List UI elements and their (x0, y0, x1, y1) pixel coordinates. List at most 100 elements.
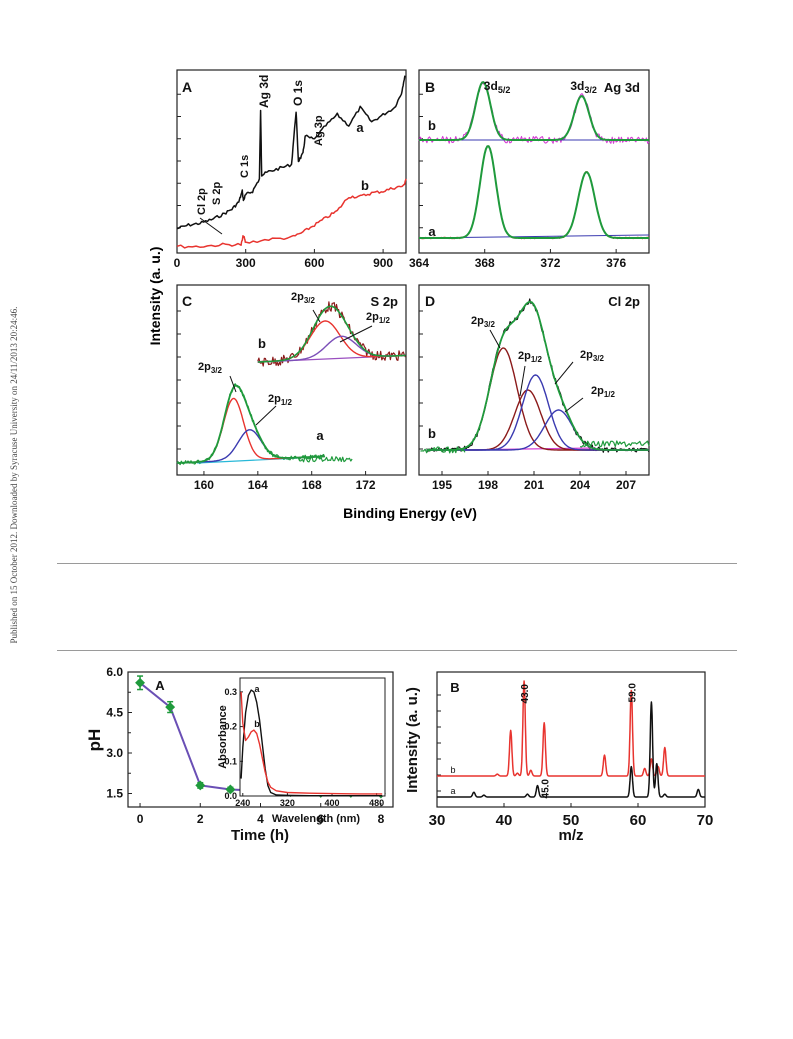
panel-c-curve-a-tail (297, 455, 353, 463)
ms-series-b-label: b (450, 765, 455, 775)
panel-b-curve-b-fit (419, 81, 649, 141)
panel-c-x-tick-label: 168 (302, 478, 322, 492)
panel-d-x-tick-label: 207 (616, 478, 636, 492)
ph-x-tick-label: 6 (317, 812, 324, 826)
panel-a-x-tick-label: 300 (236, 256, 256, 270)
panel-c-a-label: a (316, 428, 324, 443)
panel-a-ag3d-label: Ag 3d (257, 75, 271, 108)
panel-b-peak-3d32-label: 3d3/2 (570, 79, 597, 95)
panel-c-curve-a-fit (177, 384, 325, 464)
inset-x-axis-label: Wavelength (nm) (272, 813, 361, 825)
ph-data-point (195, 780, 206, 791)
panel-b-x-tick-label: 368 (475, 256, 495, 270)
inset-x-tick-label: 400 (325, 798, 340, 808)
inset-x-tick-label: 240 (235, 798, 250, 808)
xps-panel-c: 160 164 168 172 C S 2p 2p3/2 2p1/2 2p3/2 2p1/2 b a (176, 284, 407, 492)
panel-d-arrow (564, 397, 584, 413)
panel-a-series-a (176, 75, 406, 230)
ms-x-tick-label: 30 (429, 812, 446, 829)
panel-d-peak1-label: 2p3/2 (471, 315, 496, 329)
ph-x-tick-label: 0 (137, 812, 144, 826)
ms-series-a (436, 701, 706, 798)
panel-a-o1s-label: O 1s (291, 80, 305, 106)
ph-y-tick-label: 3.0 (106, 746, 123, 760)
panel-c-arrow (312, 309, 321, 323)
panel-c-a-peak1-label: 2p3/2 (198, 361, 223, 375)
panel-c-letter: C (182, 293, 192, 309)
inset-series-b-label: b (254, 719, 260, 729)
xps-panel-b: 364 368 372 376 B Ag 3d 3d5/2 3d3/2 a b (409, 69, 650, 270)
panel-d-component-3 (426, 374, 649, 451)
panel-c-arrow (255, 405, 277, 426)
ph-y-tick-label: 6.0 (106, 665, 123, 679)
xps-panel-d: 195 198 201 204 207 D Cl 2p 2p3/2 2p1/2 2p3/2 2p1/… (418, 284, 650, 492)
panel-c-x-tick-label: 164 (248, 478, 268, 492)
ms-series-a-label: a (450, 786, 455, 796)
separator-bottom (57, 650, 737, 651)
panel-d-peak2-label: 2p1/2 (518, 350, 543, 364)
panel-d-x-tick-label: 195 (432, 478, 452, 492)
ms-peak-59-label: 59.0 (627, 683, 638, 703)
ms-y-axis-label: Intensity (a. u.) (404, 687, 421, 793)
panel-d-x-tick-label: 201 (524, 478, 544, 492)
ph-x-axis-label: Time (h) (231, 827, 289, 844)
inset-series-b (240, 691, 383, 795)
inset-y-tick-label: 0.0 (224, 791, 237, 801)
xps-panel-a: 0 300 600 900 A Cl 2p S 2p C 1s Ag 3d O 1s Ag 3p a b (174, 69, 407, 270)
panel-b-b-label: b (428, 118, 436, 133)
ms-x-tick-label: 40 (496, 812, 513, 829)
ph-data-point (135, 677, 145, 688)
ms-x-tick-label: 70 (697, 812, 714, 829)
panel-c-b-peak2-label: 2p1/2 (366, 311, 391, 325)
inset-series-a-label: a (254, 684, 260, 694)
panel-b-title: Ag 3d (604, 80, 640, 95)
mass-spectrum-chart: 30 40 50 60 70 m/z Intensity (a. u.) Bb a 43.0 59.… (404, 671, 714, 844)
panel-a-arrow (199, 217, 223, 235)
panel-a-c1s-label: C 1s (239, 155, 251, 178)
panel-a-series-b-label: b (361, 178, 369, 193)
panel-a-x-tick-label: 600 (304, 256, 324, 270)
panel-c-b-peak1-label: 2p3/2 (291, 291, 316, 305)
ms-x-axis-label: m/z (558, 827, 583, 844)
panel-b-curve-a-raw (418, 145, 649, 240)
panel-c-arrow (339, 325, 373, 343)
ph-x-tick-label: 2 (197, 812, 204, 826)
ph-y-axis-label: pH (85, 729, 104, 752)
ph-y-tick-label: 4.5 (106, 706, 123, 720)
ms-peak-43-label: 43.0 (520, 684, 531, 704)
panel-c-arrow (229, 375, 237, 393)
panel-c-b-label: b (258, 336, 266, 351)
panel-d-letter: D (425, 293, 435, 309)
inset-x-tick-label: 320 (280, 798, 295, 808)
panel-c-title: S 2p (371, 294, 399, 309)
panel-c-curve-a-peak1 (177, 397, 325, 464)
panel-a-s2p-label: S 2p (211, 181, 223, 205)
panel-a-x-tick-label: 0 (174, 256, 181, 270)
panel-a-x-tick-label: 900 (373, 256, 393, 270)
panel-d-peak3-label: 2p3/2 (580, 349, 605, 363)
panel-d-title: Cl 2p (608, 294, 640, 309)
ph-y-tick-label: 1.5 (106, 787, 123, 801)
panel-a-series-a-label: a (356, 120, 364, 135)
panel-b-peak-3d52-label: 3d5/2 (484, 79, 511, 95)
inset-x-tick-label: 480 (369, 798, 384, 808)
ph-panel-letter: A (155, 678, 165, 693)
panel-d-b-label: b (428, 426, 436, 441)
panel-d-arrow (554, 361, 574, 385)
panel-a-series-b (176, 178, 407, 249)
panel-d-x-tick-label: 198 (478, 478, 498, 492)
ph-data-point (165, 702, 176, 713)
ms-peak-45-label: 45.0 (541, 779, 552, 799)
inset-y-tick-label: 0.1 (224, 756, 237, 766)
separator-top (57, 563, 737, 564)
inset-series-a (240, 689, 383, 797)
panel-c-curve-b-fit (257, 305, 406, 363)
panel-b-letter: B (425, 79, 435, 95)
ph-data-point (225, 784, 236, 795)
panel-b-x-tick-label: 364 (409, 256, 429, 270)
ms-x-tick-label: 60 (630, 812, 647, 829)
panel-b-curve-a-fit (419, 145, 649, 239)
panel-d-arrow (489, 329, 501, 349)
inset-y-axis-label: Absorbance (217, 705, 229, 769)
panel-d-arrow (519, 365, 526, 397)
